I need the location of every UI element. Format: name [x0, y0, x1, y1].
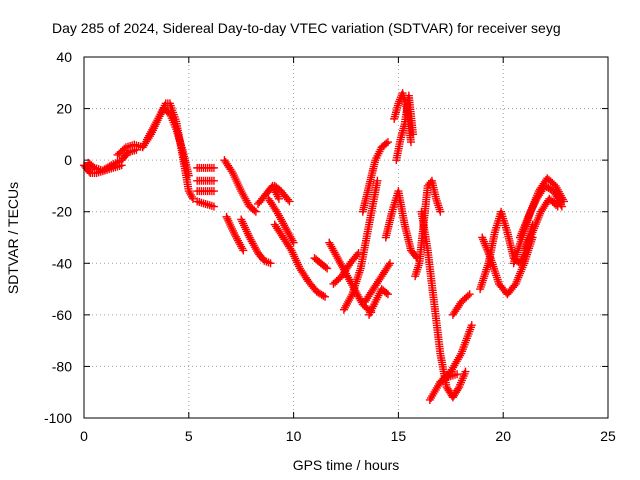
- chart-title: Day 285 of 2024, Sidereal Day-to-day VTE…: [52, 20, 561, 36]
- data-point: [188, 194, 197, 203]
- x-axis-label: GPS time / hours: [293, 457, 400, 473]
- y-axis-ticks: -100 -80 -60 -40 -20 0 20 40: [44, 49, 608, 426]
- y-tick-label: -40: [52, 255, 72, 271]
- data-point: [552, 201, 561, 210]
- data-point: [321, 292, 330, 301]
- data-point: [274, 194, 283, 203]
- data-point: [88, 162, 97, 171]
- data-point: [289, 238, 298, 247]
- series-arc-32: [478, 233, 537, 299]
- data-point: [436, 207, 445, 216]
- x-tick-label: 20: [495, 428, 511, 444]
- data-point: [209, 176, 218, 185]
- series-arc-29: [436, 370, 462, 386]
- data-point: [443, 373, 452, 382]
- series-arc-13: [270, 181, 294, 206]
- data-point: [461, 367, 470, 376]
- series-arc-21: [360, 259, 395, 306]
- data-point: [187, 192, 196, 201]
- series-arc-26: [411, 176, 445, 281]
- series-arc-20: [358, 138, 392, 216]
- data-point: [209, 202, 218, 211]
- series-arc-35: [520, 194, 562, 255]
- series-arc-04: [142, 104, 193, 180]
- series-arc-07: [193, 187, 218, 196]
- x-tick-label: 10: [286, 428, 302, 444]
- series-arc-30: [448, 290, 474, 319]
- data-point: [406, 138, 415, 147]
- series-arc-05: [193, 163, 218, 172]
- series-arc-27: [417, 207, 470, 402]
- data-point: [553, 202, 562, 211]
- x-tick-label: 5: [185, 428, 193, 444]
- series-arc-25: [392, 91, 418, 165]
- data-point: [319, 291, 328, 300]
- data-point: [463, 291, 472, 300]
- series-arc-10: [222, 212, 248, 255]
- x-tick-label: 25: [600, 428, 616, 444]
- data-point: [453, 370, 462, 379]
- series-arc-06: [193, 176, 218, 185]
- series-arc-18: [329, 248, 363, 288]
- y-axis-label: SDTVAR / TECUs: [5, 182, 21, 294]
- y-tick-label: -80: [52, 358, 72, 374]
- series-arc-14: [264, 194, 298, 247]
- y-tick-label: -100: [44, 410, 72, 426]
- data-point: [373, 176, 382, 185]
- data-point: [251, 207, 260, 216]
- y-tick-label: 0: [64, 152, 72, 168]
- y-tick-label: 40: [56, 49, 72, 65]
- data-point: [347, 292, 356, 301]
- series-arc-09: [220, 156, 260, 216]
- data-point: [382, 288, 391, 297]
- data-point: [383, 138, 392, 147]
- data-point: [382, 139, 391, 148]
- y-tick-label: -20: [52, 204, 72, 220]
- data-point: [209, 187, 218, 196]
- data-point: [209, 163, 218, 172]
- data-point: [386, 259, 395, 268]
- series-arc-34: [515, 181, 566, 242]
- data-point: [409, 130, 418, 139]
- y-tick-label: -60: [52, 307, 72, 323]
- series-arc-22: [365, 285, 392, 319]
- series-arc-11: [237, 215, 275, 268]
- data-points: [80, 89, 568, 404]
- data-point: [467, 321, 476, 330]
- data-point: [321, 263, 330, 272]
- series-arc-23: [381, 187, 422, 263]
- data-point: [238, 244, 247, 253]
- series-arc-15: [270, 220, 330, 301]
- data-point: [266, 259, 275, 268]
- series-arc-19: [339, 176, 382, 314]
- data-point: [288, 236, 297, 245]
- data-point: [323, 264, 332, 273]
- data-point: [184, 171, 193, 180]
- x-tick-label: 15: [391, 428, 407, 444]
- x-tick-label: 0: [80, 428, 88, 444]
- data-point: [284, 195, 293, 204]
- series-arc-16: [310, 254, 332, 273]
- plot-frame: [83, 56, 609, 419]
- data-point: [454, 384, 463, 393]
- series-arc-08: [193, 197, 218, 211]
- data-point: [465, 290, 474, 299]
- y-tick-label: 20: [56, 101, 72, 117]
- data-point: [250, 206, 259, 215]
- data-point: [239, 246, 248, 255]
- data-point: [384, 261, 393, 270]
- data-point: [285, 197, 294, 206]
- series-arc-03: [113, 99, 197, 203]
- series-arc-12: [253, 181, 283, 208]
- data-point: [383, 290, 392, 299]
